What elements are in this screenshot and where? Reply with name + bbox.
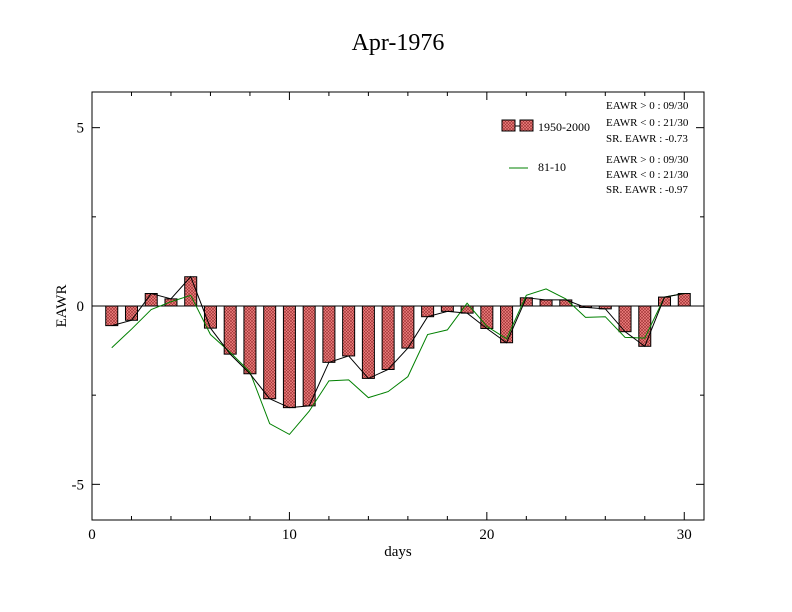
y-tick-label: -5 [72, 477, 85, 493]
x-tick-label: 0 [88, 527, 96, 543]
bar-1950-2000 [124, 305, 138, 321]
bar-1950-2000 [342, 305, 356, 357]
stats-81-10: EAWR > 0 : 09/30 EAWR < 0 : 21/30 SR. EA… [606, 154, 689, 196]
legend-label-81-10: 81-10 [538, 160, 566, 174]
x-tick-label: 20 [479, 527, 494, 543]
bar-1950-2000 [381, 305, 395, 370]
bar-1950-2000 [677, 293, 691, 307]
bar-1950-2000 [500, 305, 514, 344]
x-tick-label: 10 [282, 527, 297, 543]
x-tick-label: 30 [677, 527, 692, 543]
plot-area [92, 275, 704, 436]
bar-1950-2000 [440, 305, 454, 312]
bar-1950-2000 [263, 305, 277, 400]
axis-ticks: 0 10 20 30 -5 0 5 [72, 92, 704, 543]
stat-line: SR. EAWR : -0.73 [606, 133, 688, 145]
legend-bar-swatch-left [501, 119, 516, 132]
bar-1950-2000 [105, 305, 119, 327]
legend-entry-1950-2000: 1950-2000 [501, 119, 590, 134]
y-axis-label: EAWR [54, 285, 70, 328]
line-81-10 [111, 288, 685, 436]
stat-line: EAWR < 0 : 21/30 [606, 117, 689, 129]
bar-1950-2000 [243, 305, 257, 375]
bar-1950-2000 [618, 305, 632, 333]
stat-line: EAWR < 0 : 21/30 [606, 169, 689, 181]
stats-1950-2000: EAWR > 0 : 09/30 EAWR < 0 : 21/30 SR. EA… [606, 100, 689, 145]
bar-1950-2000 [539, 299, 553, 307]
stat-line: SR. EAWR : -0.97 [606, 184, 688, 196]
bar-1950-2000 [282, 305, 296, 409]
bar-1950-2000 [302, 305, 316, 407]
legend-bar-swatch-right [519, 119, 534, 132]
x-axis-label: days [384, 544, 412, 560]
line-1950-2000 [111, 275, 685, 409]
bar-1950-2000 [223, 305, 237, 355]
bar-1950-2000 [361, 305, 375, 379]
stat-line: EAWR > 0 : 09/30 [606, 100, 689, 112]
bar-1950-2000 [638, 305, 652, 347]
legend-label-1950-2000: 1950-2000 [538, 120, 590, 134]
legend-entry-81-10: 81-10 [509, 160, 566, 174]
y-tick-label: 0 [77, 299, 85, 315]
chart-title: Apr-1976 [352, 30, 445, 56]
y-tick-label: 5 [77, 121, 85, 137]
bar-1950-2000 [322, 305, 336, 363]
stat-line: EAWR > 0 : 09/30 [606, 154, 689, 166]
legend: 1950-2000 81-10 EAWR > 0 : 09/30 EAWR < … [501, 100, 689, 196]
